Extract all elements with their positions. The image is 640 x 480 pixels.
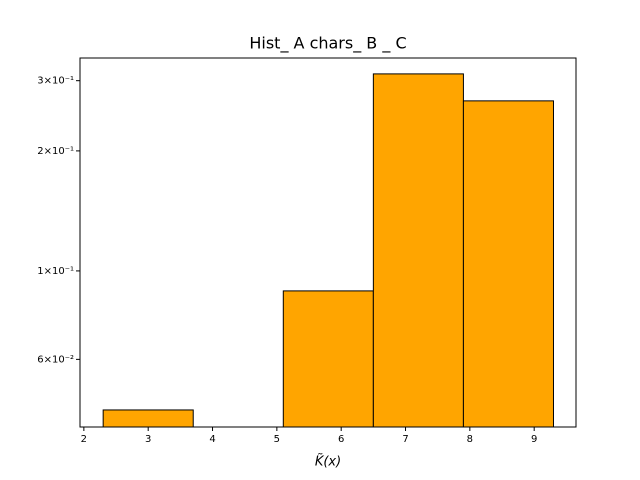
x-tick-label: 6 bbox=[338, 434, 344, 445]
x-tick-label: 9 bbox=[531, 434, 537, 445]
x-tick-label: 2 bbox=[81, 434, 87, 445]
y-tick-label: 3×10⁻¹ bbox=[37, 76, 74, 87]
y-tick-label: 1×10⁻¹ bbox=[37, 266, 74, 277]
x-tick-label: 3 bbox=[145, 434, 151, 445]
x-tick-label: 7 bbox=[402, 434, 408, 445]
x-tick-label: 5 bbox=[274, 434, 280, 445]
x-axis-label: K̃(x) bbox=[315, 454, 341, 469]
x-tick-label: 4 bbox=[209, 434, 215, 445]
y-tick-label: 2×10⁻¹ bbox=[37, 146, 74, 157]
x-tick-label: 8 bbox=[467, 434, 473, 445]
y-tick-label: 6×10⁻² bbox=[37, 354, 74, 365]
bar bbox=[282, 290, 374, 428]
chart-title: Hist_ A chars_ B _ C bbox=[249, 34, 406, 54]
bar bbox=[372, 73, 464, 428]
bar bbox=[462, 100, 554, 428]
plot-frame bbox=[79, 57, 577, 428]
bar bbox=[102, 409, 194, 428]
